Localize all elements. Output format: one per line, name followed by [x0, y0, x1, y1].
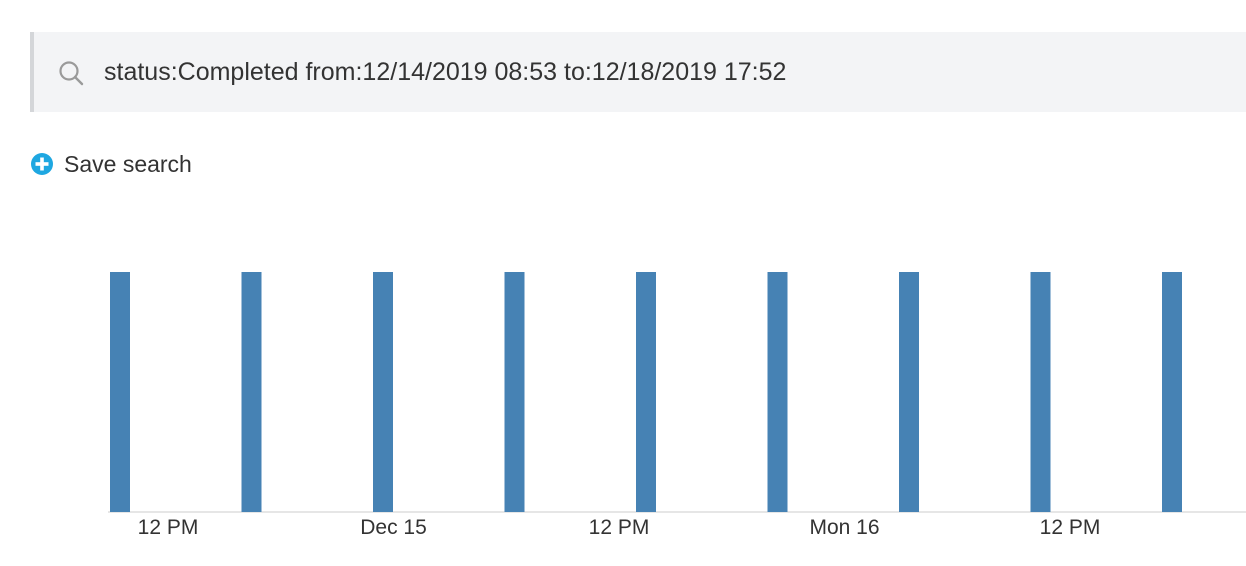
histogram-bar[interactable]	[110, 272, 130, 512]
histogram-bar[interactable]	[899, 272, 919, 512]
x-tick-label: 12 PM	[138, 516, 199, 539]
plus-circle-icon	[31, 153, 53, 175]
search-icon	[59, 61, 84, 86]
histogram-bar[interactable]	[241, 272, 262, 512]
histogram-bar[interactable]	[504, 272, 525, 512]
ticks-layer: 12 PM Dec 15 12 PM Mon 16 12 PM	[138, 516, 1101, 539]
histogram-bar[interactable]	[636, 272, 656, 512]
x-tick-label: 12 PM	[1040, 516, 1101, 539]
search-bar[interactable]	[30, 32, 1246, 112]
histogram-bar[interactable]	[1162, 272, 1182, 512]
x-tick-label: Dec 15	[360, 516, 427, 539]
histogram-chart: 12 PM Dec 15 12 PM Mon 16 12 PM	[108, 272, 1246, 539]
search-input[interactable]	[104, 54, 1204, 90]
histogram-bar[interactable]	[1030, 272, 1051, 512]
x-tick-label: Mon 16	[809, 516, 879, 539]
histogram-bar[interactable]	[767, 272, 788, 512]
bars-layer	[110, 272, 1182, 512]
histogram-bar[interactable]	[373, 272, 393, 512]
x-tick-label: 12 PM	[589, 516, 650, 539]
save-search-button[interactable]: Save search	[30, 150, 192, 178]
save-search-label: Save search	[64, 150, 192, 177]
